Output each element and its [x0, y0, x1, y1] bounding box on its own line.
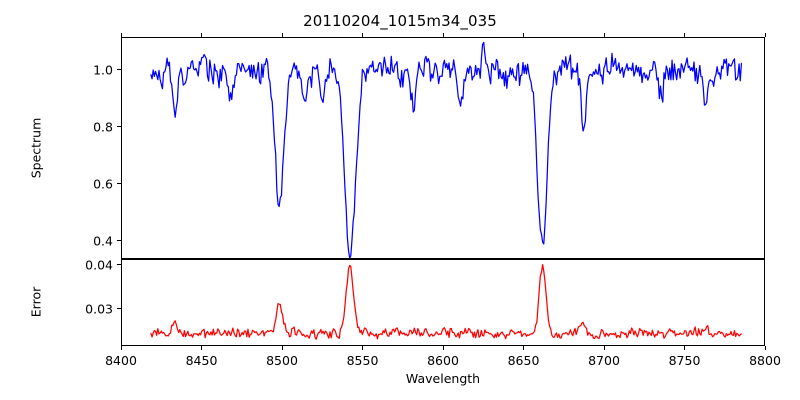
spectrum-y-tick-label: 0.4	[93, 233, 113, 248]
error-y-tick-label: 0.03	[85, 301, 113, 317]
x-tick-label: 8650	[507, 353, 540, 368]
x-tick-mark	[764, 346, 766, 350]
error-y-tick-label: 0.04	[85, 257, 113, 273]
x-tick-label: 8600	[427, 353, 459, 368]
x-tick-mark-upper	[442, 33, 444, 37]
x-tick-mark-upper	[523, 33, 525, 37]
spectrum-y-tick-label: 1.0	[93, 62, 113, 78]
x-tick-mark-upper	[764, 33, 766, 37]
spectrum-y-tick-mark	[117, 183, 121, 185]
x-tick-mark	[523, 346, 525, 350]
x-tick-label: 8750	[668, 353, 701, 368]
spectrum-trace	[150, 41, 743, 258]
error-plot-area	[150, 264, 743, 340]
x-tick-label: 8700	[588, 353, 620, 368]
error-trace	[150, 264, 743, 340]
x-tick-label: 8400	[105, 353, 137, 368]
x-tick-label: 8550	[346, 353, 379, 368]
x-tick-mark	[201, 346, 203, 350]
x-tick-mark-upper	[362, 33, 364, 37]
error-y-tick-mark	[117, 264, 121, 266]
error-panel	[121, 259, 765, 346]
x-tick-mark-upper	[201, 33, 203, 37]
x-tick-mark-upper	[120, 33, 122, 37]
spectrum-plot-area	[150, 41, 743, 258]
x-tick-label: 8500	[266, 353, 298, 368]
y-axis-label-spectrum: Spectrum	[28, 117, 44, 179]
x-tick-mark-upper	[684, 33, 686, 37]
x-tick-mark	[120, 346, 122, 350]
x-tick-mark-upper	[603, 33, 605, 37]
x-tick-mark	[603, 346, 605, 350]
spectrum-y-tick-mark	[117, 126, 121, 128]
spectrum-y-tick-label: 0.8	[93, 119, 113, 135]
page-title: 20110204_1015m34_035	[303, 12, 497, 30]
spectrum-panel	[121, 37, 765, 259]
spectrum-y-tick-mark	[117, 240, 121, 242]
y-axis-label-error: Error	[28, 286, 44, 318]
error-y-tick-mark	[117, 308, 121, 310]
x-tick-mark	[281, 346, 283, 350]
spectrum-y-tick-label: 0.6	[93, 176, 113, 192]
x-tick-mark	[362, 346, 364, 350]
x-tick-mark	[684, 346, 686, 350]
x-axis-label: Wavelength	[405, 371, 481, 386]
x-tick-label: 8450	[185, 353, 218, 368]
x-tick-mark	[442, 346, 444, 350]
x-tick-mark-upper	[281, 33, 283, 37]
x-tick-label: 8800	[749, 353, 781, 368]
spectrum-y-tick-mark	[117, 69, 121, 71]
